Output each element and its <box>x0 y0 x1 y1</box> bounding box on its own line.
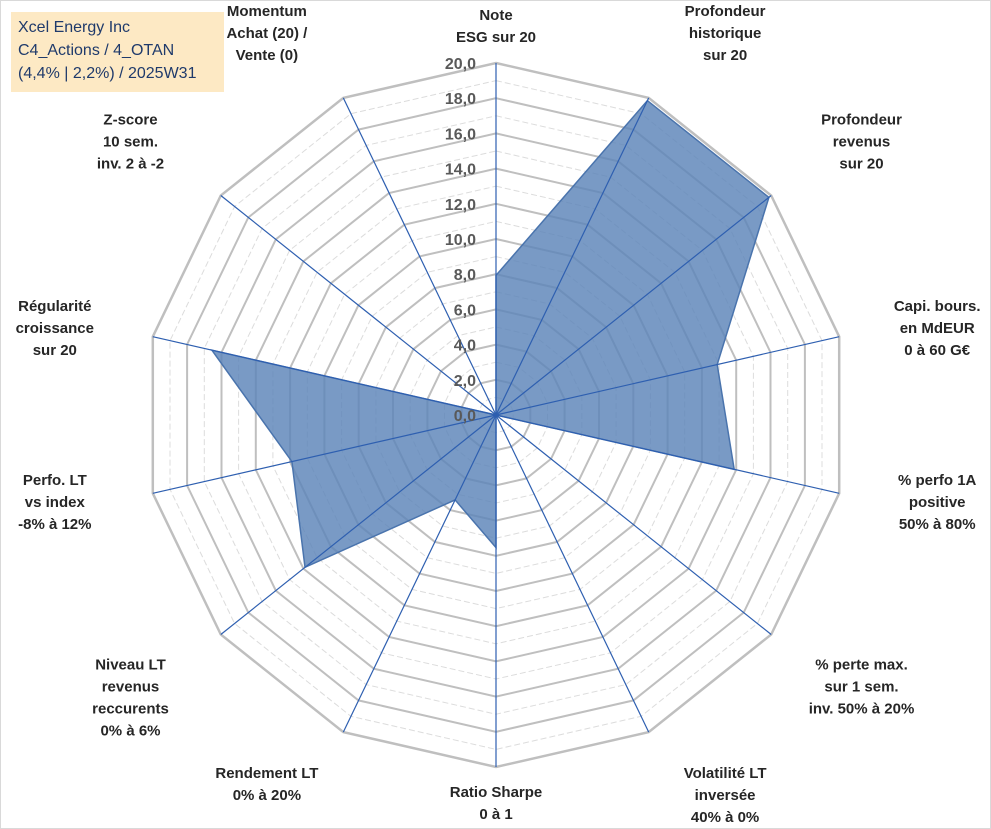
category-label-line: Régularité <box>18 298 91 315</box>
category-label-line: Ratio Sharpe <box>450 784 543 801</box>
tick-label: 20,0 <box>445 56 476 73</box>
axis-spoke <box>495 97 650 416</box>
category-label: Profondeur revenus sur 20 <box>821 112 902 173</box>
category-label-line: inv. 50% à 20% <box>809 700 915 717</box>
category-label-line: Vente (0) <box>236 47 299 64</box>
tick-label: 6,0 <box>454 302 476 319</box>
category-label-line: Momentum <box>227 3 307 20</box>
tick-label: 2,0 <box>454 373 476 390</box>
category-label: Z-score 10 sem. inv. 2 à -2 <box>97 112 164 173</box>
category-label-line: Profondeur <box>821 112 902 129</box>
category-label-line: % perfo 1A <box>898 472 977 489</box>
axis-spoke <box>220 414 497 635</box>
category-label-line: positive <box>909 494 966 511</box>
category-label: Volatilité LT inversée 40% à 0% <box>684 765 767 826</box>
category-label: Profondeur historique sur 20 <box>685 3 766 64</box>
category-label: Rendement LT 0% à 20% <box>215 765 318 804</box>
category-label-line: vs index <box>25 494 86 511</box>
category-label: Momentum Achat (20) / Vente (0) <box>226 3 308 64</box>
axis-spoke <box>342 97 497 416</box>
axis-spoke <box>152 336 497 416</box>
axis-spoke <box>495 195 772 416</box>
tick-label: 14,0 <box>445 162 476 179</box>
category-label-line: 10 sem. <box>103 134 158 151</box>
category-label: Régularité croissance sur 20 <box>16 298 94 359</box>
category-label-line: 50% à 80% <box>899 516 976 533</box>
category-label-line: reccurents <box>92 700 169 717</box>
category-label: Note ESG sur 20 <box>456 7 536 46</box>
category-label-line: revenus <box>102 678 160 695</box>
category-label-line: 0% à 20% <box>233 787 301 804</box>
category-label-line: ESG sur 20 <box>456 29 536 46</box>
radial-tick-labels: 0,0 2,0 4,0 6,0 8,0 10,0 12,0 14,0 16,0 18,0 20,0 <box>445 56 476 425</box>
category-label-line: 40% à 0% <box>691 809 759 826</box>
axis-spoke <box>220 195 497 416</box>
grid-minor-ring <box>169 80 823 750</box>
category-label-line: Perfo. LT <box>23 472 87 489</box>
category-label-line: inversée <box>695 787 756 804</box>
category-label-line: sur 1 sem. <box>824 678 898 695</box>
title-line-company: Xcel Energy Inc <box>18 19 131 36</box>
tick-label: 8,0 <box>454 267 476 284</box>
category-label-line: Rendement LT <box>215 765 318 782</box>
axis-spoke <box>495 414 772 635</box>
axis-spoke <box>342 414 497 733</box>
tick-label: 18,0 <box>445 91 476 108</box>
title-line-portfolio: C4_Actions / 4_OTAN <box>18 42 175 59</box>
category-label-line: Profondeur <box>685 3 766 20</box>
category-label-line: sur 20 <box>33 342 77 359</box>
tick-label: 16,0 <box>445 126 476 143</box>
category-label-line: historique <box>689 25 762 42</box>
category-label-line: sur 20 <box>703 47 747 64</box>
category-label-line: Z-score <box>103 112 157 129</box>
category-label-line: -8% à 12% <box>18 516 91 533</box>
category-label-line: 0 à 1 <box>479 806 512 823</box>
category-label-line: Achat (20) / <box>226 25 308 42</box>
title-line-period: (4,4% | 2,2%) / 2025W31 <box>18 65 197 82</box>
category-label-line: en MdEUR <box>900 320 975 337</box>
category-label-line: croissance <box>16 320 94 337</box>
category-label-line: Volatilité LT <box>684 765 767 782</box>
category-label-line: % perte max. <box>815 656 908 673</box>
tick-label: 12,0 <box>445 197 476 214</box>
axis-spoke <box>495 414 650 733</box>
category-labels: Note ESG sur 20 Profondeur historique sur 20… <box>16 3 981 826</box>
axis-spoke <box>152 414 497 494</box>
category-label: % perte max. sur 1 sem. inv. 50% à 20% <box>809 656 915 717</box>
category-label: Perfo. LT vs index -8% à 12% <box>18 472 91 533</box>
axis-spokes <box>152 63 840 767</box>
category-label: Ratio Sharpe 0 à 1 <box>450 784 543 823</box>
axis-spoke <box>495 336 840 416</box>
category-label: Niveau LT revenus reccurents 0% à 6% <box>92 656 169 739</box>
category-label-line: Niveau LT <box>95 656 166 673</box>
tick-label: 4,0 <box>454 338 476 355</box>
category-label-line: 0 à 60 G€ <box>904 342 971 359</box>
category-label-line: inv. 2 à -2 <box>97 156 164 173</box>
category-label-line: revenus <box>833 134 891 151</box>
category-label: % perfo 1A positive 50% à 80% <box>898 472 977 533</box>
category-label-line: sur 20 <box>839 156 883 173</box>
axis-spoke <box>495 414 840 494</box>
category-label-line: 0% à 6% <box>100 722 160 739</box>
category-label-line: Capi. bours. <box>894 298 981 315</box>
category-label-line: Note <box>479 7 512 24</box>
chart-title-box: Xcel Energy Inc C4_Actions / 4_OTAN (4,4… <box>11 12 224 92</box>
tick-label: 0,0 <box>454 408 476 425</box>
tick-label: 10,0 <box>445 232 476 249</box>
category-label: Capi. bours. en MdEUR 0 à 60 G€ <box>894 298 981 359</box>
